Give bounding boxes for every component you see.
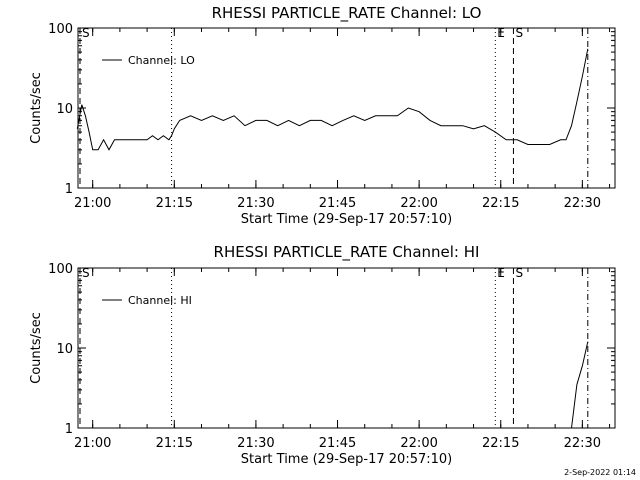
x-tick-label: 22:00 [400, 436, 437, 451]
x-tick-label: 21:30 [237, 436, 274, 451]
event-marker-label: E [497, 266, 505, 280]
x-tick-label: 22:30 [564, 436, 601, 451]
x-tick-label: 22:15 [482, 196, 519, 211]
x-tick-label: 22:30 [564, 196, 601, 211]
x-tick-label: 21:00 [74, 196, 111, 211]
plot-frame [77, 27, 616, 189]
chart-title: RHESSI PARTICLE_RATE Channel: LO [212, 4, 482, 23]
event-marker-label: S [82, 266, 90, 280]
y-tick-label: 100 [48, 22, 73, 37]
y-axis-label: Counts/sec [29, 312, 44, 384]
x-tick-label: 21:15 [156, 196, 193, 211]
legend-label: Channel: LO [128, 54, 195, 67]
event-marker-label: E [497, 26, 505, 40]
x-axis-label: Start Time (29-Sep-17 20:57:10) [241, 212, 452, 227]
x-tick-label: 21:00 [74, 436, 111, 451]
x-tick-label: 21:45 [319, 436, 356, 451]
series-line-1 [571, 341, 589, 429]
x-axis-label: Start Time (29-Sep-17 20:57:10) [241, 452, 452, 467]
y-tick-label: 1 [65, 182, 73, 197]
series-line-1 [76, 48, 589, 151]
panel-1: RHESSI PARTICLE_RATE Channel: LO 21:00 21:… [29, 4, 616, 227]
x-tick-label: 21:30 [237, 196, 274, 211]
event-marker-label: S [515, 26, 523, 40]
chart-title: RHESSI PARTICLE_RATE Channel: HI [214, 243, 480, 262]
y-axis-label: Counts/sec [29, 72, 44, 144]
x-tick-label: 21:15 [156, 436, 193, 451]
x-tick-label: 21:45 [319, 196, 356, 211]
y-tick-label: 10 [56, 342, 73, 357]
y-tick-label: 100 [48, 262, 73, 277]
event-marker-label: S [515, 266, 523, 280]
y-tick-label: 1 [65, 422, 73, 437]
plot-frame [77, 267, 616, 429]
x-tick-label: 22:15 [482, 436, 519, 451]
legend-label: Channel: HI [128, 294, 192, 307]
x-tick-label: 22:00 [400, 196, 437, 211]
date-stamp: 2-Sep-2022 01:14 [564, 468, 636, 477]
panel-2: RHESSI PARTICLE_RATE Channel: HI 21:00 21:… [29, 243, 616, 467]
y-tick-label: 10 [56, 102, 73, 117]
event-marker-label: S [82, 26, 90, 40]
